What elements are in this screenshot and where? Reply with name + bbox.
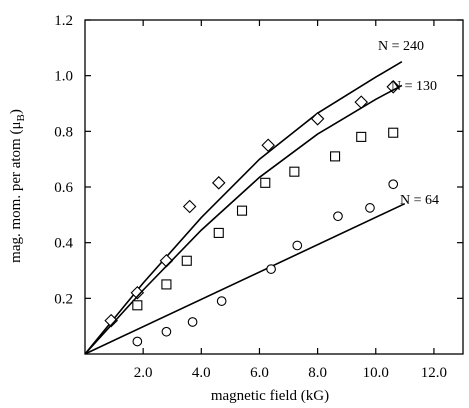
- square-marker: [289, 166, 300, 177]
- y-tick-label: 0.6: [54, 180, 73, 196]
- circle-marker: [266, 264, 276, 274]
- circle-marker: [216, 296, 227, 306]
- x-tick-label: 2.0: [134, 365, 153, 381]
- y-tick-label: 1.0: [54, 69, 73, 85]
- series-curve-1: [84, 61, 403, 355]
- diamond-marker: [104, 313, 118, 328]
- x-tick-label: 12.0: [421, 365, 447, 381]
- square-marker: [161, 279, 172, 290]
- y-tick-label: 0.4: [54, 236, 73, 252]
- x-tick-label: 4.0: [192, 365, 211, 381]
- circle-marker: [132, 336, 143, 347]
- circle-marker: [292, 240, 303, 251]
- series-label-2: N = 130: [391, 79, 437, 94]
- diamond-marker: [310, 112, 325, 126]
- square-marker: [132, 300, 143, 311]
- square-marker: [356, 131, 367, 142]
- x-tick-label: 6.0: [250, 365, 269, 381]
- square-marker: [388, 127, 399, 138]
- y-tick-label: 0.2: [54, 291, 73, 307]
- square-marker: [260, 177, 271, 188]
- square-marker: [213, 227, 224, 238]
- x-tick-label: 8.0: [308, 365, 327, 381]
- diamond-marker: [386, 80, 400, 94]
- series-label-1: N = 240: [378, 39, 424, 54]
- circle-marker: [187, 317, 198, 327]
- series-curve-2: [84, 84, 403, 355]
- diamond-marker: [182, 199, 197, 214]
- series-label-3: N = 64: [400, 193, 439, 208]
- diamond-marker: [261, 138, 275, 153]
- diamond-marker: [211, 176, 226, 190]
- x-tick-label: 10.0: [363, 365, 389, 381]
- circle-marker: [161, 326, 172, 337]
- square-marker: [236, 205, 248, 216]
- y-tick-label: 1.2: [54, 13, 73, 29]
- y-tick-label: 0.8: [54, 124, 73, 140]
- series-curve-3: [84, 202, 406, 355]
- circle-marker: [333, 211, 343, 222]
- square-marker: [181, 255, 192, 266]
- circle-marker: [388, 179, 399, 190]
- circle-marker: [365, 203, 375, 213]
- y-axis-title: mag. mom. per atom (μB): [8, 109, 27, 263]
- x-axis-title: magnetic field (kG): [211, 388, 329, 404]
- square-marker: [330, 151, 341, 162]
- diamond-marker: [130, 285, 145, 300]
